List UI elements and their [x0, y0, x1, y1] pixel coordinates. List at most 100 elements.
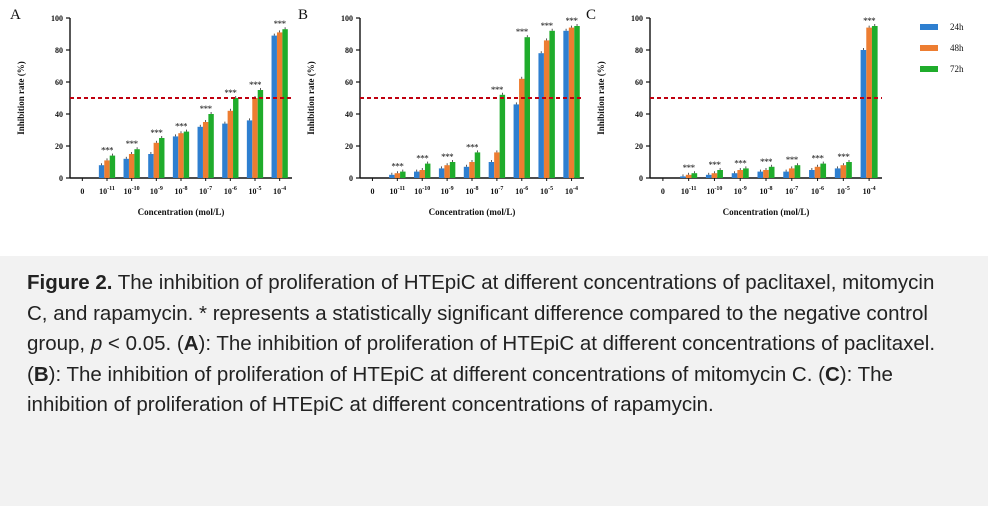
- panel-3-bar-24h: [834, 168, 841, 178]
- panel-1-x-tick-label: 10-7: [199, 186, 212, 196]
- panel-1-bar-24h: [222, 123, 228, 178]
- panel-3-x-tick-label: 0: [661, 187, 665, 196]
- panel-1-bar-72h: [159, 138, 165, 178]
- panel-3-bar-24h: [731, 173, 738, 178]
- panel-2-bar-24h: [488, 162, 495, 178]
- panel-2-bar-48h: [394, 173, 401, 178]
- panel-2-bar-48h: [543, 40, 550, 179]
- panel-2-bar-24h: [414, 171, 420, 178]
- panel-2-bar-72h: [524, 37, 530, 179]
- caption-part-2: < 0.05. (: [102, 332, 184, 355]
- panel-2-x-tick-label: 10-11: [389, 186, 405, 196]
- panel-3-bar-24h: [809, 170, 815, 178]
- panel-1-bar-48h: [202, 122, 209, 178]
- panel-2-bar-72h: [449, 162, 456, 178]
- panel-2-x-tick-label: 10-5: [540, 186, 553, 196]
- panel-3-y-tick-label: 20: [635, 142, 643, 151]
- panel-3-x-tick-label: 10-6: [811, 186, 824, 196]
- caption-part-3: ): The inhibition of proliferation of HT…: [27, 332, 936, 386]
- panel-3-significance-marker: ***: [708, 160, 721, 170]
- panel-3-x-tick-label: 10-4: [863, 186, 876, 196]
- charts-svg: A Inhibition rate (%) 0 20 40 60 80 100 0 10-11 **…: [10, 7, 964, 217]
- panel-2-x-tick-label: 10-4: [565, 186, 578, 196]
- panel-2-y-tick-label: 0: [349, 174, 353, 183]
- panel-2-bar-24h: [438, 168, 445, 178]
- panel-3-y-tick-label: 60: [635, 78, 643, 87]
- panel-3-bar-48h: [866, 27, 872, 178]
- panel-1-significance-marker: ***: [274, 19, 287, 29]
- panel-2-significance-marker: ***: [466, 142, 479, 152]
- panel-3-bar-24h: [783, 171, 789, 178]
- panel-3-significance-marker: ***: [683, 163, 696, 173]
- panel-1-bar-24h: [172, 136, 179, 178]
- panel-2-y-tick-label: 20: [345, 142, 353, 151]
- panel-3-x-tick-label: 10-5: [837, 186, 850, 196]
- legend-swatch-72h: [920, 66, 938, 72]
- panel-1-bar-72h: [109, 155, 116, 178]
- panel-2-bar-48h: [519, 78, 525, 178]
- panel-2-bar-24h: [538, 53, 544, 179]
- panel-3-x-tick-label: 10-7: [785, 186, 798, 196]
- panel-1-significance-marker: ***: [150, 128, 163, 138]
- panel-1-bar-72h: [282, 29, 288, 179]
- panel-1-letter: A: [10, 7, 21, 23]
- panel-3-bar-72h: [717, 170, 723, 178]
- caption-part-4: ): The inhibition of proliferation of HT…: [48, 362, 825, 386]
- panel-1-bar-48h: [252, 98, 258, 178]
- panel-1-x-tick-label: 10-5: [249, 186, 262, 196]
- panel-1-y-tick-label: 80: [55, 46, 63, 55]
- panel-3-bar-24h: [860, 50, 867, 178]
- panel-1-x-tick-label: 10-4: [273, 186, 286, 196]
- panel-1-y-tick-label: 60: [55, 78, 63, 87]
- panel-1-bar-24h: [148, 154, 154, 178]
- panel-1-bar-24h: [123, 158, 129, 178]
- panel-2-bar-24h: [513, 104, 520, 178]
- panel-3-bar-48h: [685, 174, 692, 178]
- panel-3-bar-72h: [691, 173, 698, 178]
- panel-1-x-tick-label: 10-9: [150, 186, 163, 196]
- panel-2-x-tick-label: 10-7: [490, 186, 503, 196]
- panel-2-bar-72h: [574, 26, 580, 178]
- panel-1-y-tick-label: 20: [55, 142, 63, 151]
- caption-label: Figure 2.: [27, 271, 113, 294]
- panel-3-y-tick-label: 0: [639, 174, 643, 183]
- panel-3-y-axis-label: Inhibition rate (%): [596, 61, 606, 135]
- panel-1-x-tick-label: 10-10: [124, 186, 140, 196]
- panel-1-y-tick-label: 100: [51, 14, 63, 23]
- panel-2-letter: B: [298, 7, 308, 23]
- panel-3-bar-24h: [705, 174, 712, 178]
- panel-1-bar-72h: [134, 149, 140, 178]
- panel-3-bar-72h: [846, 162, 852, 178]
- panel-3-x-tick-label: 10-11: [681, 186, 697, 196]
- panel-1-significance-marker: ***: [200, 104, 213, 114]
- panel-1-y-tick-label: 40: [55, 110, 63, 119]
- panel-3-bar-48h: [788, 168, 795, 178]
- panel-3-x-tick-label: 10-8: [760, 186, 773, 196]
- panel-2-significance-marker: ***: [491, 85, 504, 95]
- panel-1-significance-marker: ***: [101, 146, 114, 156]
- caption-ref-c: C: [824, 362, 840, 386]
- panel-1-bar-72h: [183, 131, 190, 178]
- panel-1-bar-48h: [178, 133, 184, 178]
- panel-1-bar-72h: [233, 98, 239, 178]
- panel-1-bar-48h: [227, 110, 234, 178]
- panel-2-significance-marker: ***: [391, 162, 404, 172]
- panel-1-bar-24h: [197, 126, 203, 178]
- panel-1-bar-48h: [128, 154, 135, 178]
- panel-3-bar-48h: [814, 166, 821, 178]
- panel-1-bar-72h: [257, 90, 264, 178]
- figure-panel: A Inhibition rate (%) 0 20 40 60 80 100 0 10-11 **…: [6, 0, 982, 222]
- legend-label-72h: 72h: [950, 64, 964, 74]
- panel-2-bar-24h: [563, 30, 569, 178]
- figure-caption: Figure 2. The inhibition of proliferatio…: [27, 268, 957, 421]
- panel-1-bar-24h: [271, 35, 277, 178]
- panel-3-bar-48h: [711, 173, 718, 178]
- panel-1-bar-24h: [98, 165, 105, 178]
- panel-2-bar-48h: [494, 152, 500, 178]
- panel-3-bar-72h: [820, 163, 827, 178]
- panel-2-bar-72h: [400, 171, 406, 178]
- panel-1-significance-marker: ***: [175, 122, 188, 132]
- panel-3-x-axis-label: Concentration (mol/L): [723, 207, 810, 217]
- panel-1-x-tick-label: 10-11: [99, 186, 115, 196]
- panel-1-significance-marker: ***: [224, 88, 237, 98]
